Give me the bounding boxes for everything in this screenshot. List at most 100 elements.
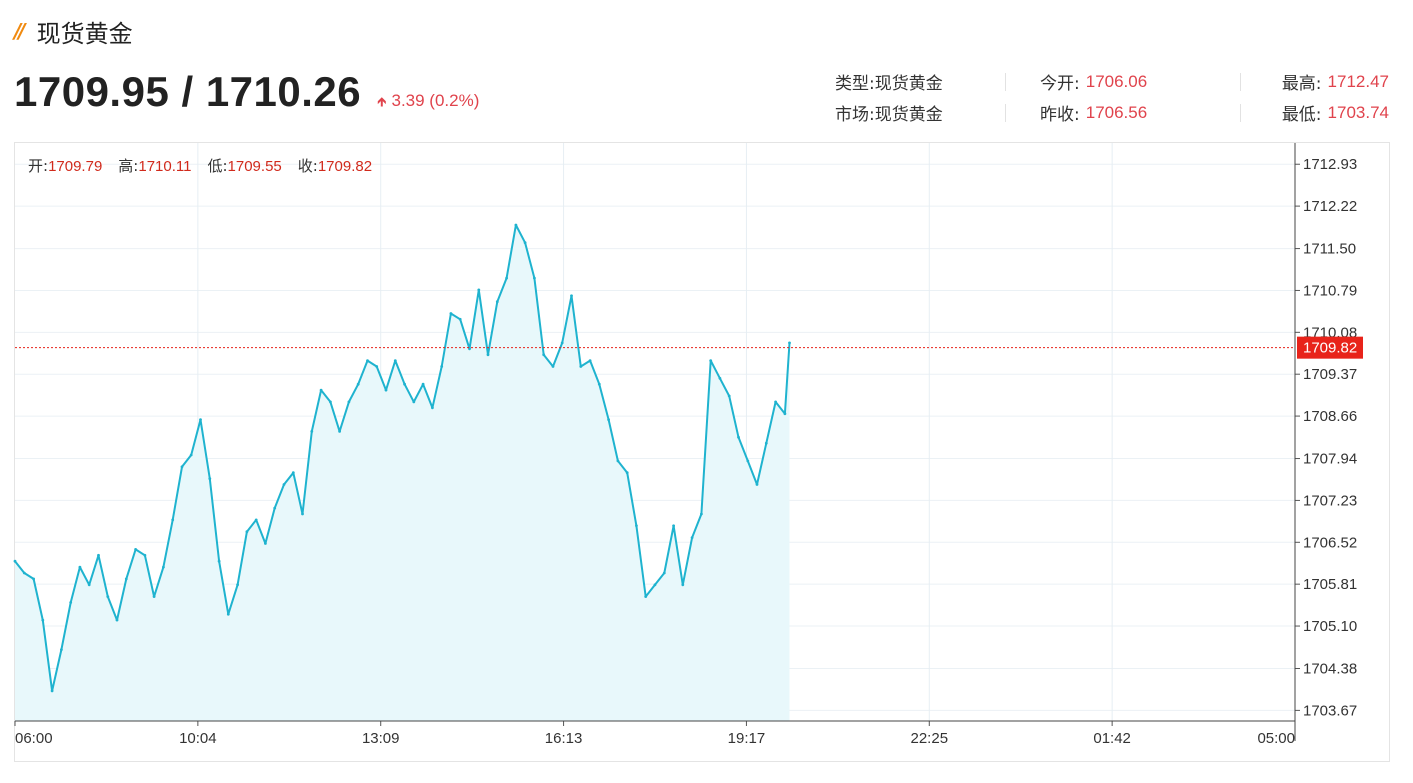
chart-frame <box>14 142 1390 762</box>
ohlc-low-value: 1709.55 <box>227 158 282 175</box>
y-tick-label: 1703.67 <box>1303 702 1357 719</box>
price-point <box>635 524 638 528</box>
price-point <box>180 465 184 469</box>
price-point <box>152 595 156 598</box>
price-point <box>384 388 388 392</box>
price-point <box>106 595 110 598</box>
price-point <box>97 553 100 557</box>
price-point <box>403 382 406 386</box>
price-row: 1709.95 / 1710.26 🡹 3.39 (0.2%) <box>14 68 479 116</box>
y-tick-label: 1704.38 <box>1303 661 1357 678</box>
price-point <box>208 477 212 480</box>
x-tick-label: 10:04 <box>179 730 217 747</box>
price-point <box>718 376 722 380</box>
quote-info-row: 类型: 现货黄金 今开: 1706.06 最高: 1712.47 <box>835 66 1389 97</box>
arrow-up-icon: 🡹 <box>377 94 387 109</box>
price-point <box>78 565 82 569</box>
price-point <box>134 548 138 551</box>
ohlc-high: 高:1710.11 <box>118 155 191 176</box>
price-point <box>60 648 63 651</box>
price-point <box>356 382 360 386</box>
price-point <box>87 583 91 587</box>
price-point <box>41 618 45 622</box>
y-tick-label: 1707.23 <box>1303 492 1357 509</box>
price-point <box>393 359 397 362</box>
price-point <box>162 565 165 569</box>
price-point <box>533 276 536 280</box>
ohlc-high-label: 高: <box>118 157 139 175</box>
ohlc-low: 低:1709.55 <box>207 155 281 176</box>
price-point <box>690 536 694 539</box>
price-point <box>431 406 434 410</box>
price-point <box>338 430 341 433</box>
price-point <box>32 577 35 581</box>
y-tick-label: 1705.10 <box>1303 618 1357 635</box>
current-price-tag <box>1297 336 1363 359</box>
price-point <box>226 612 230 616</box>
price-point <box>301 512 304 516</box>
ohlc-close-label: 收: <box>297 157 318 175</box>
price-point <box>291 471 295 475</box>
y-tick-label: 1709.37 <box>1303 366 1357 383</box>
quote-info-row: 市场: 现货黄金 昨收: 1706.56 最低: 1703.74 <box>835 97 1389 128</box>
price-point <box>486 353 490 357</box>
x-tick-label: 22:25 <box>911 730 949 747</box>
price-point <box>579 365 583 368</box>
market-value: 现货黄金 <box>874 105 943 125</box>
price-point <box>755 483 759 486</box>
price-point <box>783 412 787 416</box>
bid-ask-price: 1709.95 / 1710.26 <box>14 68 362 115</box>
price-point <box>607 418 610 421</box>
price-point <box>597 382 601 386</box>
price-area <box>15 225 790 721</box>
price-point <box>727 394 731 398</box>
high-label: 最高: <box>1281 74 1322 94</box>
type-value: 现货黄金 <box>874 74 943 94</box>
price-point <box>616 459 620 463</box>
price-point <box>22 571 26 575</box>
x-tick-label: 19:17 <box>728 730 766 747</box>
high-value: 1712.47 <box>1327 71 1389 91</box>
price-point <box>700 512 703 516</box>
x-tick-label: 06:00 <box>15 730 53 747</box>
price-point <box>653 583 657 587</box>
market-cell: 市场: 现货黄金 <box>835 100 1005 125</box>
price-point <box>366 359 369 362</box>
price-point <box>625 471 629 475</box>
page-title: 现货黄金 <box>36 19 133 48</box>
price-point <box>143 553 147 557</box>
price-point <box>514 223 518 227</box>
price-point <box>347 400 351 404</box>
price-point <box>273 506 277 510</box>
low-cell: 最低: 1703.74 <box>1240 102 1389 125</box>
price-point <box>440 365 444 368</box>
low-label: 最低: <box>1281 105 1322 125</box>
open-cell: 今开: 1706.06 <box>1005 71 1240 94</box>
price-point <box>644 595 648 598</box>
current-price-label: 1709.82 <box>1303 340 1357 357</box>
open-label: 今开: <box>1040 74 1080 94</box>
price-point <box>310 430 314 433</box>
title-row: // 现货黄金 <box>14 14 133 48</box>
price-point <box>495 300 499 304</box>
y-tick-label: 1712.93 <box>1303 156 1357 173</box>
price-point <box>171 518 175 522</box>
price-point <box>560 341 564 345</box>
y-tick-label: 1710.79 <box>1303 282 1357 299</box>
open-value: 1706.06 <box>1085 71 1148 91</box>
price-point <box>319 388 323 392</box>
x-tick-label: 05:00 <box>1257 730 1295 747</box>
price-point <box>672 524 675 528</box>
y-tick-label: 1705.81 <box>1303 576 1357 593</box>
prev-close-cell: 昨收: 1706.56 <box>1005 103 1240 125</box>
prev-close-label: 昨收: <box>1040 105 1080 125</box>
quote-info: 类型: 现货黄金 今开: 1706.06 最高: 1712.47 市场: 现货黄… <box>835 66 1389 128</box>
price-point <box>681 583 685 587</box>
price-point <box>264 542 267 545</box>
y-tick-label: 1707.94 <box>1303 451 1357 468</box>
low-value: 1703.74 <box>1327 102 1389 122</box>
price-point <box>709 359 713 362</box>
price-point <box>50 689 54 693</box>
high-cell: 最高: 1712.47 <box>1240 71 1389 94</box>
